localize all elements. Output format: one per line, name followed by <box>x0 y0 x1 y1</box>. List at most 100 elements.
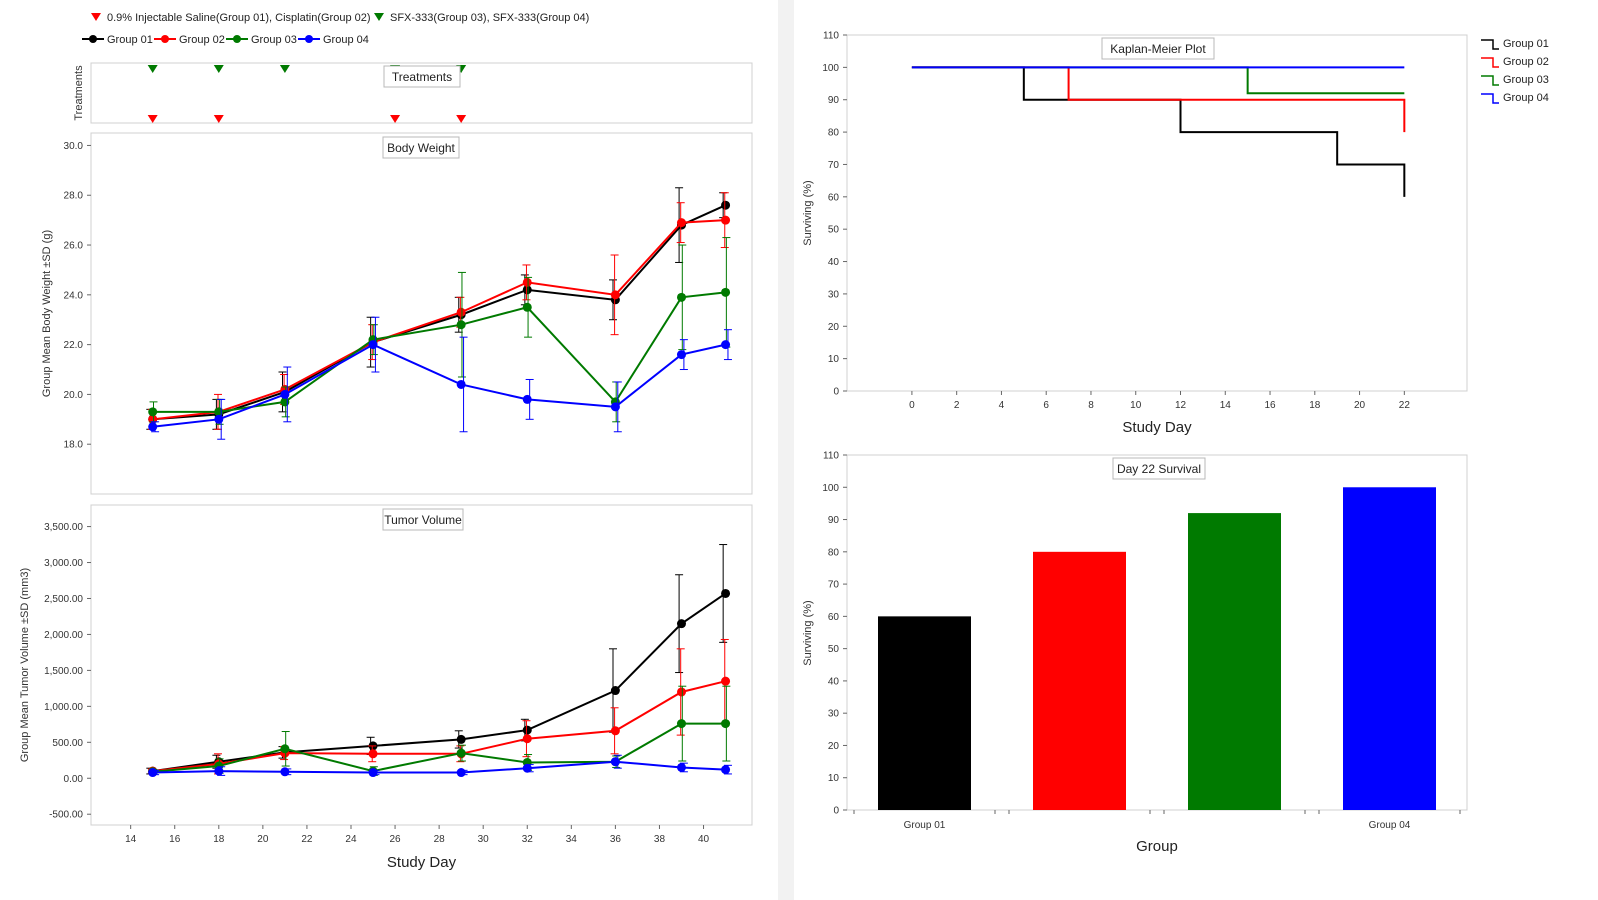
y-tick-label: 20 <box>828 322 840 333</box>
data-point[interactable] <box>456 379 466 389</box>
x-tick-label: 32 <box>522 834 534 845</box>
y-tick-label: 70 <box>828 160 840 171</box>
y-tick-label: 20.0 <box>64 390 84 401</box>
chart-title: Treatments <box>392 70 452 84</box>
y-axis-label: Group Mean Body Weight ±SD (g) <box>41 230 53 397</box>
y-tick-label: 110 <box>823 451 839 462</box>
data-point[interactable] <box>721 719 731 729</box>
x-axis-label: Study Day <box>1122 419 1192 436</box>
data-point[interactable] <box>280 744 290 754</box>
data-point[interactable] <box>610 726 620 736</box>
data-point[interactable] <box>676 218 686 228</box>
x-tick-label: 6 <box>1043 400 1049 411</box>
treatments-chart: Treatments Treatments <box>73 62 753 124</box>
data-point[interactable] <box>456 320 466 330</box>
data-point[interactable] <box>610 757 620 767</box>
y-tick-label: 10 <box>828 773 840 784</box>
data-point[interactable] <box>721 200 731 210</box>
y-tick-label: 1,500.00 <box>44 666 83 677</box>
y-tick-label: 18.0 <box>64 440 84 451</box>
legend-marker <box>233 35 241 43</box>
x-category-label: Group 04 <box>1369 820 1411 831</box>
treatment-marker-icon <box>91 13 101 21</box>
data-point[interactable] <box>676 762 686 772</box>
body-weight-chart: 18.0 20.0 22.0 24.0 26.0 28.0 30.0 Body Weight G… <box>41 132 753 495</box>
x-tick-label: 18 <box>213 834 225 845</box>
y-tick-label: 10 <box>828 354 840 365</box>
bar-1[interactable] <box>878 616 971 810</box>
x-tick-label: 22 <box>1399 400 1411 411</box>
y-axis-label: Surviving (%) <box>802 600 814 665</box>
x-tick-label: 26 <box>389 834 401 845</box>
data-point[interactable] <box>721 765 731 775</box>
x-category-label: Group 01 <box>904 820 946 831</box>
data-point[interactable] <box>368 749 378 759</box>
data-point[interactable] <box>522 285 532 295</box>
data-point[interactable] <box>522 725 532 735</box>
plot-frame <box>90 504 753 826</box>
data-point[interactable] <box>676 292 686 302</box>
treatment-marker <box>147 65 158 73</box>
data-point[interactable] <box>610 686 620 696</box>
data-point[interactable] <box>148 422 158 432</box>
data-point[interactable] <box>522 394 532 404</box>
data-point[interactable] <box>280 389 290 399</box>
data-point[interactable] <box>721 676 731 686</box>
x-tick-label: 30 <box>478 834 490 845</box>
data-point[interactable] <box>721 340 731 350</box>
y-tick-label: 80 <box>828 547 840 558</box>
data-point[interactable] <box>456 768 466 778</box>
data-point[interactable] <box>456 734 466 744</box>
series-line-1 <box>152 592 727 773</box>
data-point[interactable] <box>368 340 378 350</box>
data-point[interactable] <box>610 402 620 412</box>
data-point[interactable] <box>214 414 224 424</box>
data-point[interactable] <box>522 763 532 773</box>
data-point[interactable] <box>676 719 686 729</box>
data-point[interactable] <box>522 734 532 744</box>
treatment-legend-label: SFX-333(Group 03), SFX-333(Group 04) <box>390 12 589 24</box>
treatment-marker <box>213 65 224 73</box>
group-legend: Group 01 Group 02 Group 03 Group 04 <box>82 34 369 46</box>
data-point[interactable] <box>368 768 378 778</box>
data-point[interactable] <box>148 407 158 417</box>
pane-splitter[interactable] <box>778 0 794 900</box>
y-tick-label: 90 <box>828 515 840 526</box>
data-point[interactable] <box>522 277 532 287</box>
data-point[interactable] <box>456 307 466 317</box>
data-point[interactable] <box>456 748 466 758</box>
y-tick-label: 100 <box>822 483 839 494</box>
data-point[interactable] <box>721 287 731 297</box>
plot-frame <box>90 132 753 495</box>
x-tick-label: 18 <box>1309 400 1321 411</box>
x-tick-label: 10 <box>1130 400 1142 411</box>
data-point[interactable] <box>721 215 731 225</box>
y-tick-label: 100 <box>822 63 839 74</box>
data-point[interactable] <box>721 588 731 598</box>
data-point[interactable] <box>610 290 620 300</box>
data-point[interactable] <box>676 350 686 360</box>
y-tick-label: 50 <box>828 644 840 655</box>
data-point[interactable] <box>676 687 686 697</box>
y-tick-label: 70 <box>828 580 840 591</box>
y-tick-label: 110 <box>823 31 839 42</box>
bar-3[interactable] <box>1188 513 1281 810</box>
x-tick-label: 14 <box>1220 400 1232 411</box>
x-axis-label: Study Day <box>387 854 457 871</box>
survival-step-1 <box>911 66 1406 197</box>
legend-step-icon <box>1481 57 1499 68</box>
chart-title: Day 22 Survival <box>1117 462 1201 476</box>
data-point[interactable] <box>214 766 224 776</box>
y-tick-label: 500.00 <box>52 738 83 749</box>
bar-4[interactable] <box>1343 487 1436 810</box>
x-tick-label: 0 <box>909 400 915 411</box>
data-point[interactable] <box>676 619 686 629</box>
y-tick-label: 60 <box>828 192 840 203</box>
legend-label: Group 02 <box>179 34 225 46</box>
x-tick-label: 22 <box>301 834 313 845</box>
bar-2[interactable] <box>1033 551 1126 810</box>
y-tick-label: 28.0 <box>64 191 84 202</box>
data-point[interactable] <box>148 768 158 778</box>
data-point[interactable] <box>280 767 290 777</box>
data-point[interactable] <box>522 302 532 312</box>
